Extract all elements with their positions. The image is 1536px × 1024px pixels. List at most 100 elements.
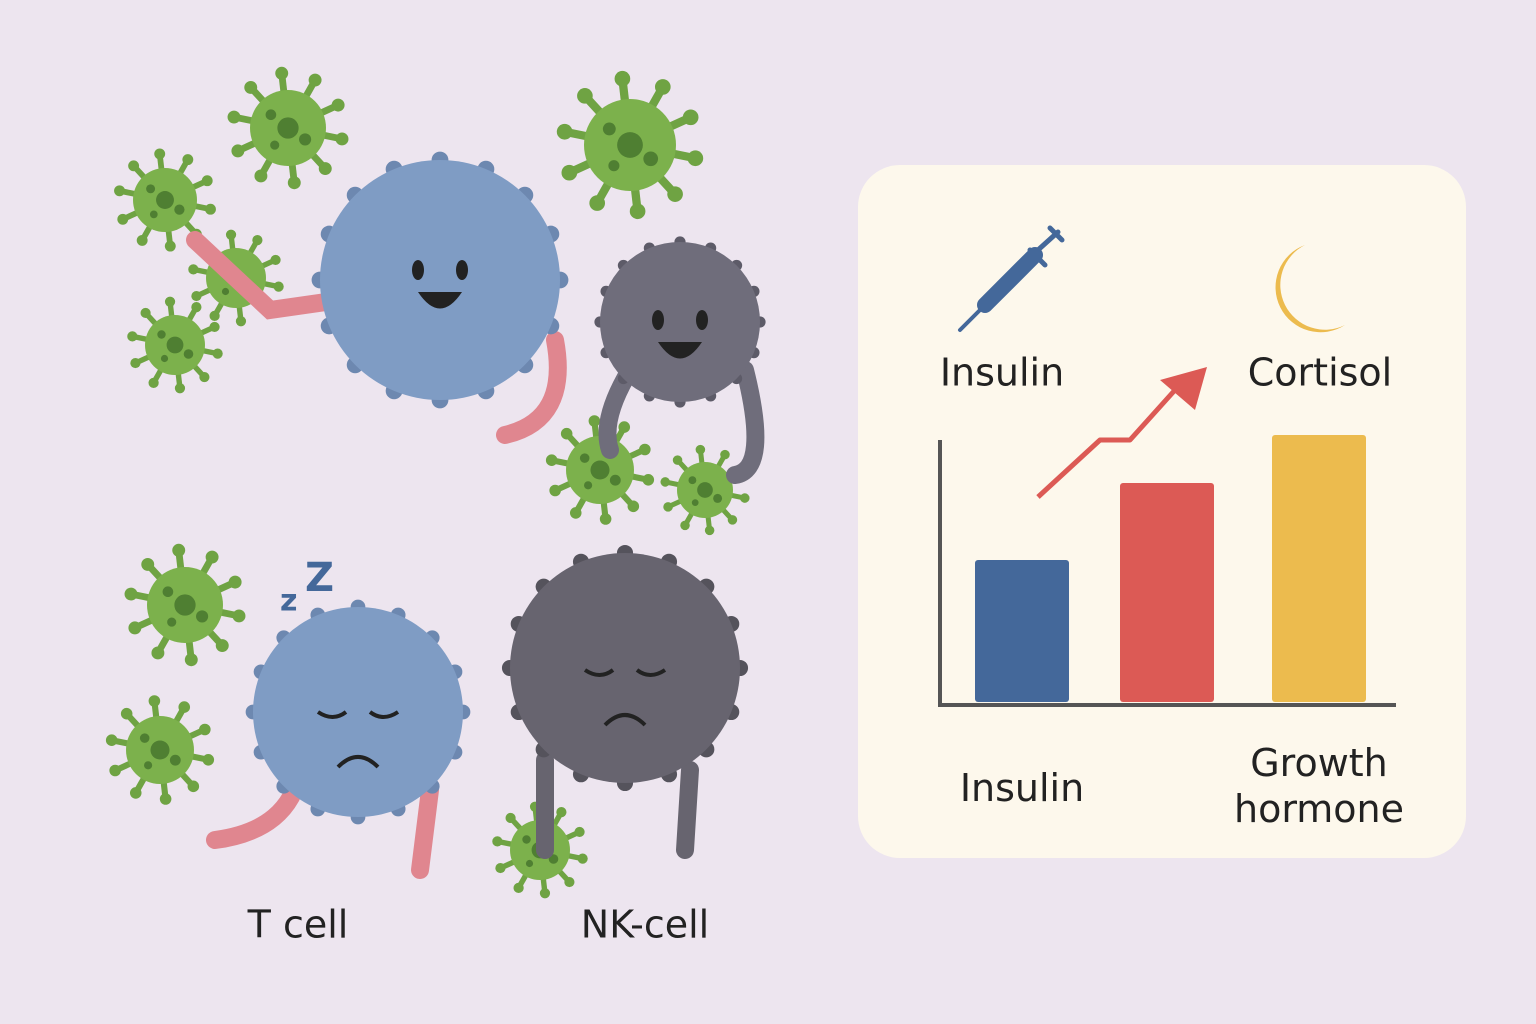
virus-knob bbox=[154, 148, 166, 160]
virus-knob bbox=[148, 377, 159, 388]
virus-knob bbox=[273, 281, 284, 292]
virus bbox=[124, 543, 246, 667]
virus bbox=[556, 70, 704, 220]
virus-spot bbox=[525, 859, 534, 868]
virus-knob bbox=[228, 575, 242, 589]
virus-spot bbox=[299, 133, 312, 146]
virus-spot bbox=[584, 481, 593, 490]
virus-knob bbox=[178, 701, 191, 713]
virus-knob bbox=[205, 550, 219, 564]
virus-knob bbox=[212, 348, 223, 359]
x-label-box: Insulin bbox=[960, 766, 1084, 810]
virus-knob bbox=[191, 290, 202, 302]
virus-knob bbox=[130, 357, 141, 369]
virus-knob bbox=[727, 515, 738, 525]
virus-spot bbox=[265, 109, 277, 121]
virus-knob bbox=[639, 443, 651, 456]
virus-knob bbox=[720, 449, 730, 460]
virus-knob bbox=[556, 123, 573, 140]
virus-knob bbox=[588, 415, 601, 427]
virus-knob bbox=[318, 162, 332, 176]
virus-knob bbox=[331, 98, 345, 112]
bar bbox=[1120, 483, 1214, 702]
virus-spot bbox=[522, 835, 531, 844]
virus-spot bbox=[643, 151, 659, 167]
cell-body bbox=[510, 553, 740, 783]
virus-knob bbox=[128, 160, 140, 172]
cell-label: NK-cell bbox=[581, 903, 709, 947]
eye bbox=[583, 668, 667, 677]
virus-knob bbox=[231, 144, 245, 158]
virus-spot bbox=[688, 476, 697, 485]
virus-knob bbox=[667, 186, 683, 202]
virus-knob bbox=[618, 421, 631, 433]
virus-knob bbox=[654, 79, 671, 95]
virus-knob bbox=[560, 427, 573, 440]
virus-knob bbox=[545, 454, 558, 466]
sleep-mark: z bbox=[280, 584, 297, 619]
virus-knob bbox=[188, 264, 199, 275]
virus-spot bbox=[160, 354, 169, 363]
virus-spot bbox=[150, 740, 170, 760]
virus-knob bbox=[209, 321, 220, 333]
virus-knob bbox=[120, 707, 133, 720]
virus-spot bbox=[617, 132, 643, 158]
virus-knob bbox=[492, 836, 503, 847]
virus-knob bbox=[663, 502, 673, 512]
virus-knob bbox=[191, 302, 202, 313]
mouth bbox=[603, 713, 647, 727]
virus-knob bbox=[209, 310, 220, 321]
virus-knob bbox=[577, 88, 593, 104]
virus-knob bbox=[599, 513, 612, 525]
virus-knob bbox=[215, 639, 229, 653]
bar bbox=[1272, 435, 1366, 702]
virus-knob bbox=[682, 109, 699, 126]
virus-spot bbox=[183, 349, 194, 359]
cell-label: T cell bbox=[247, 903, 349, 947]
virus bbox=[127, 296, 223, 394]
virus-spot bbox=[149, 210, 158, 219]
virus-knob bbox=[695, 444, 706, 455]
virus-knob bbox=[252, 235, 263, 246]
virus-knob bbox=[164, 296, 176, 307]
trend-arrowhead bbox=[1160, 367, 1207, 410]
virus-knob bbox=[629, 203, 646, 220]
mouth bbox=[418, 292, 462, 309]
virus-knob bbox=[159, 793, 172, 805]
virus-spot bbox=[174, 204, 185, 215]
cell-limb bbox=[186, 231, 349, 320]
virus-knob bbox=[140, 307, 151, 319]
immune-cell bbox=[501, 544, 749, 792]
x-label-box: Growth hormone bbox=[1234, 741, 1404, 831]
virus-knob bbox=[164, 240, 176, 252]
icon-label: Cortisol bbox=[1248, 351, 1392, 395]
virus-spot bbox=[156, 191, 174, 209]
cell-limb bbox=[496, 331, 567, 444]
virus-knob bbox=[561, 164, 578, 181]
mouth bbox=[336, 755, 380, 769]
eye bbox=[652, 310, 664, 330]
virus-spot bbox=[713, 493, 723, 503]
virus-spot bbox=[608, 160, 620, 172]
virus-knob bbox=[740, 493, 750, 503]
mouth bbox=[658, 342, 702, 359]
virus-knob bbox=[174, 383, 186, 394]
virus-spot bbox=[166, 336, 184, 354]
virus-knob bbox=[201, 175, 213, 187]
virus-spot bbox=[174, 594, 196, 616]
virus-knob bbox=[105, 734, 118, 746]
eye bbox=[412, 260, 424, 280]
virus-knob bbox=[495, 862, 506, 874]
virus-spot bbox=[169, 754, 181, 766]
virus-knob bbox=[549, 484, 561, 497]
virus-knob bbox=[577, 853, 588, 864]
virus-spot bbox=[139, 733, 150, 743]
virus-knob bbox=[513, 882, 524, 893]
illustration bbox=[105, 66, 766, 899]
cell-body bbox=[320, 160, 560, 400]
virus-knob bbox=[151, 646, 165, 660]
virus-knob bbox=[127, 331, 138, 342]
virus-spot bbox=[221, 287, 230, 296]
virus-spot bbox=[157, 330, 166, 339]
